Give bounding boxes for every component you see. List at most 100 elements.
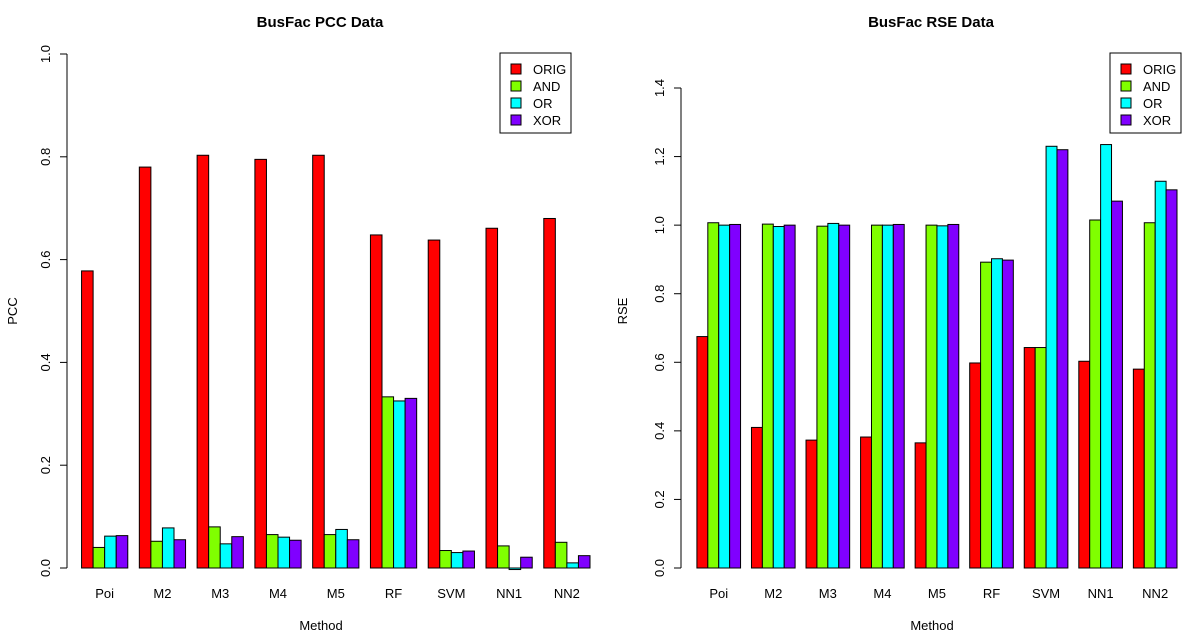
pcc-x-tick-label: SVM bbox=[437, 586, 465, 601]
pcc-bar-poi-and bbox=[92, 546, 106, 569]
rse-x-tick-label: M4 bbox=[873, 586, 891, 601]
pcc-bar-m5-and bbox=[323, 534, 337, 569]
pcc-bar-m3-or bbox=[219, 543, 233, 569]
pcc-bar-m4-xor bbox=[289, 539, 302, 569]
pcc-bar-poi-or bbox=[104, 535, 117, 569]
pcc-bar-rf-or bbox=[393, 400, 406, 569]
pcc-x-tick-label: NN1 bbox=[496, 586, 522, 601]
pcc-bar-nn2-or bbox=[566, 562, 579, 569]
rse-y-axis-label: RSE bbox=[615, 297, 630, 324]
rse-bar-nn2-or bbox=[1154, 180, 1167, 569]
rse-x-tick-label: M3 bbox=[819, 586, 837, 601]
pcc-y-tick-label: 0.0 bbox=[38, 559, 53, 577]
pcc-chart-title: BusFac PCC Data bbox=[257, 14, 384, 31]
rse-legend-label-or: OR bbox=[1143, 96, 1163, 111]
rse-x-tick-label: NN1 bbox=[1088, 586, 1114, 601]
rse-bar-nn2-and bbox=[1143, 222, 1156, 569]
rse-y-tick-label: 1.0 bbox=[652, 216, 667, 234]
pcc-x-tick-label: RF bbox=[385, 586, 402, 601]
rse-bar-m4-and bbox=[870, 224, 883, 569]
pcc-legend-swatch-or bbox=[510, 97, 522, 109]
pcc-bar-m5-or bbox=[335, 528, 348, 569]
rse-bar-m4-xor bbox=[892, 223, 905, 569]
pcc-legend-swatch-orig bbox=[510, 63, 522, 75]
pcc-x-tick-label: M4 bbox=[269, 586, 287, 601]
rse-bar-m4-or bbox=[881, 224, 894, 569]
rse-legend-swatch-and bbox=[1120, 80, 1132, 92]
pcc-bar-nn1-xor bbox=[520, 556, 533, 569]
pcc-bar-svm-or bbox=[450, 552, 464, 569]
rse-bar-svm-and bbox=[1034, 347, 1047, 569]
pcc-y-tick-label: 0.8 bbox=[38, 148, 53, 166]
pcc-y-tick-label: 0.2 bbox=[38, 456, 53, 474]
rse-x-tick-label: M5 bbox=[928, 586, 946, 601]
rse-chart-title: BusFac RSE Data bbox=[868, 14, 995, 31]
pcc-bar-m4-and bbox=[265, 534, 279, 569]
rse-bar-nn1-orig bbox=[1078, 360, 1091, 569]
pcc-bar-m3-and bbox=[208, 526, 221, 569]
rse-bar-m2-xor bbox=[783, 224, 796, 569]
rse-legend-label-xor: XOR bbox=[1143, 113, 1171, 128]
rse-x-tick-label: M2 bbox=[764, 586, 782, 601]
rse-bar-poi-and bbox=[707, 222, 720, 569]
pcc-bar-m3-orig bbox=[196, 154, 210, 569]
rse-x-tick-label: Poi bbox=[709, 586, 728, 601]
pcc-y-axis-label: PCC bbox=[5, 297, 20, 324]
pcc-bar-svm-orig bbox=[427, 239, 441, 569]
rse-bar-svm-xor bbox=[1056, 149, 1069, 569]
rse-bar-m5-or bbox=[936, 225, 949, 569]
rse-bar-poi-orig bbox=[696, 336, 709, 569]
pcc-bar-nn1-or bbox=[508, 567, 522, 571]
rse-y-tick-label: 0.0 bbox=[652, 559, 667, 577]
pcc-bar-m4-orig bbox=[254, 158, 267, 569]
rse-x-tick-label: SVM bbox=[1032, 586, 1060, 601]
pcc-bar-m4-or bbox=[277, 536, 291, 569]
rse-bar-m5-xor bbox=[947, 223, 960, 569]
pcc-y-tick-label: 0.4 bbox=[38, 353, 53, 371]
rse-bar-m3-and bbox=[816, 225, 829, 569]
pcc-x-tick-label: NN2 bbox=[554, 586, 580, 601]
pcc-bar-m2-and bbox=[150, 540, 163, 569]
rse-bar-nn1-or bbox=[1100, 144, 1113, 569]
rse-bar-nn1-and bbox=[1089, 219, 1102, 569]
pcc-bar-nn1-and bbox=[497, 545, 510, 569]
pcc-bar-m5-orig bbox=[312, 154, 325, 569]
rse-bar-rf-xor bbox=[1001, 259, 1014, 569]
rse-bar-m3-xor bbox=[838, 224, 851, 569]
rse-bar-m4-orig bbox=[860, 436, 872, 569]
pcc-legend-label-and: AND bbox=[533, 79, 560, 94]
rse-legend-label-and: AND bbox=[1143, 79, 1170, 94]
pcc-bar-rf-orig bbox=[369, 234, 383, 569]
pcc-bar-nn2-and bbox=[554, 541, 568, 569]
pcc-bar-rf-xor bbox=[404, 397, 418, 569]
pcc-bar-m3-xor bbox=[231, 536, 244, 569]
rse-bar-nn1-xor bbox=[1111, 200, 1123, 569]
rse-bar-m3-or bbox=[827, 222, 840, 569]
rse-bar-m3-orig bbox=[805, 439, 818, 569]
rse-y-tick-label: 0.2 bbox=[652, 490, 667, 508]
pcc-legend-label-or: OR bbox=[533, 96, 553, 111]
pcc-bar-m2-or bbox=[161, 527, 175, 569]
pcc-legend-swatch-and bbox=[510, 80, 522, 92]
rse-bar-svm-or bbox=[1045, 145, 1058, 569]
rse-bar-rf-orig bbox=[969, 362, 982, 569]
pcc-x-tick-label: M3 bbox=[211, 586, 229, 601]
rse-x-tick-label: NN2 bbox=[1142, 586, 1168, 601]
pcc-bar-nn2-xor bbox=[577, 555, 591, 569]
pcc-legend-label-orig: ORIG bbox=[533, 62, 566, 77]
pcc-bar-poi-orig bbox=[81, 270, 94, 569]
pcc-bar-svm-xor bbox=[462, 550, 475, 569]
pcc-y-tick-label: 1.0 bbox=[38, 45, 53, 63]
rse-bar-nn2-xor bbox=[1165, 189, 1178, 569]
pcc-x-tick-label: Poi bbox=[95, 586, 114, 601]
rse-y-tick-label: 0.8 bbox=[652, 285, 667, 303]
pcc-bar-m5-xor bbox=[346, 539, 360, 569]
rse-legend-label-orig: ORIG bbox=[1143, 62, 1176, 77]
pcc-bar-nn2-orig bbox=[543, 217, 556, 569]
rse-x-tick-label: RF bbox=[983, 586, 1000, 601]
rse-y-tick-label: 1.2 bbox=[652, 148, 667, 166]
rse-bar-poi-xor bbox=[729, 223, 742, 569]
pcc-bar-rf-and bbox=[381, 396, 395, 569]
pcc-bar-svm-and bbox=[439, 550, 452, 569]
